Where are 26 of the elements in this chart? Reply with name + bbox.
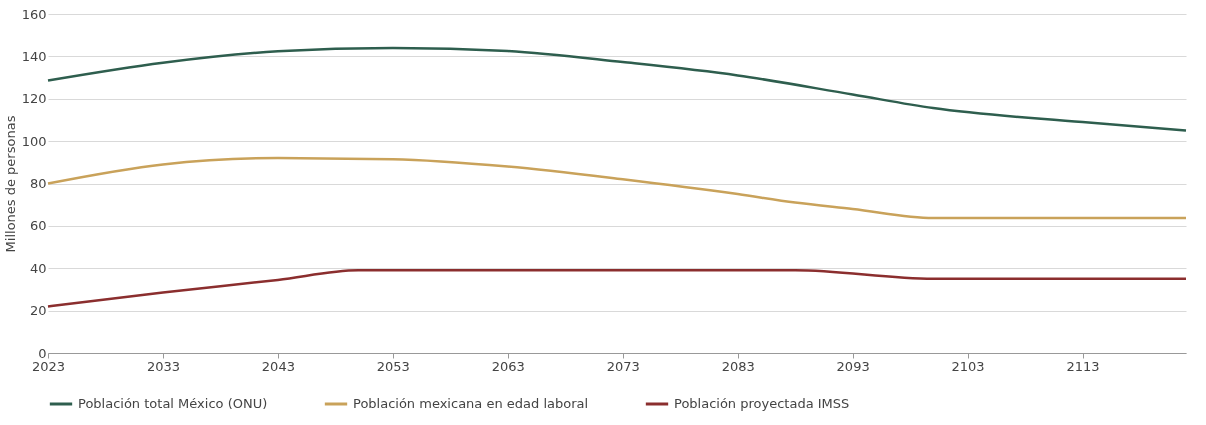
x-tick-label: 2073 [606, 358, 640, 374]
legend-label: Población mexicana en edad laboral [353, 396, 589, 411]
y-axis-title: Millones de personas [2, 115, 18, 253]
x-tick-label: 2103 [951, 358, 985, 374]
y-tick-label: 120 [21, 91, 47, 107]
x-tick-label: 2043 [261, 358, 295, 374]
legend-label: Población proyectada IMSS [674, 396, 850, 411]
x-tick-label: 2093 [836, 358, 870, 374]
x-tick-label: 2023 [31, 358, 66, 374]
y-tick-label: 60 [29, 218, 47, 234]
y-tick-label: 160 [21, 6, 47, 22]
y-tick-label: 0 [38, 345, 47, 361]
x-tick-label: 2083 [721, 358, 755, 374]
x-tick-label: 2063 [491, 358, 525, 374]
y-tick-label: 80 [29, 176, 47, 191]
y-tick-label: 20 [29, 303, 47, 319]
x-tick-label: 2113 [1066, 358, 1100, 374]
x-tick-label: 2053 [376, 358, 410, 374]
line-series [46, 46, 1188, 132]
line-series [46, 269, 1188, 308]
y-tick-label: 40 [29, 260, 47, 276]
y-tick-label: 100 [21, 133, 47, 149]
legend-label: Población total México (ONU) [78, 396, 268, 411]
y-tick-label: 140 [21, 48, 47, 64]
x-tick-label: 2033 [146, 358, 180, 374]
line-series [46, 156, 1188, 220]
